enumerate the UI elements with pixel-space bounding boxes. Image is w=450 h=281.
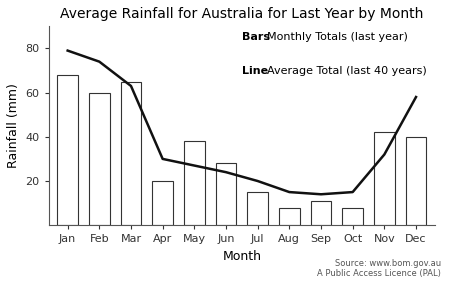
Bar [406, 137, 426, 225]
Bar [342, 208, 363, 225]
Bar [374, 132, 395, 225]
Text: Bars: Bars [242, 32, 270, 42]
Bar [248, 192, 268, 225]
Bar [184, 141, 205, 225]
Text: Monthly Totals (last year): Monthly Totals (last year) [267, 32, 408, 42]
Title: Average Rainfall for Australia for Last Year by Month: Average Rainfall for Australia for Last … [60, 7, 423, 21]
Text: Line: Line [242, 66, 268, 76]
Text: Average Total (last 40 years): Average Total (last 40 years) [267, 66, 427, 76]
Bar [279, 208, 300, 225]
X-axis label: Month: Month [222, 250, 261, 263]
Bar [310, 201, 331, 225]
Bar [121, 81, 141, 225]
Bar [57, 75, 78, 225]
Bar [216, 163, 236, 225]
Text: Source: www.bom.gov.au
A Public Access Licence (PAL): Source: www.bom.gov.au A Public Access L… [317, 259, 441, 278]
Bar [153, 181, 173, 225]
Y-axis label: Rainfall (mm): Rainfall (mm) [7, 83, 20, 168]
Bar [89, 93, 110, 225]
